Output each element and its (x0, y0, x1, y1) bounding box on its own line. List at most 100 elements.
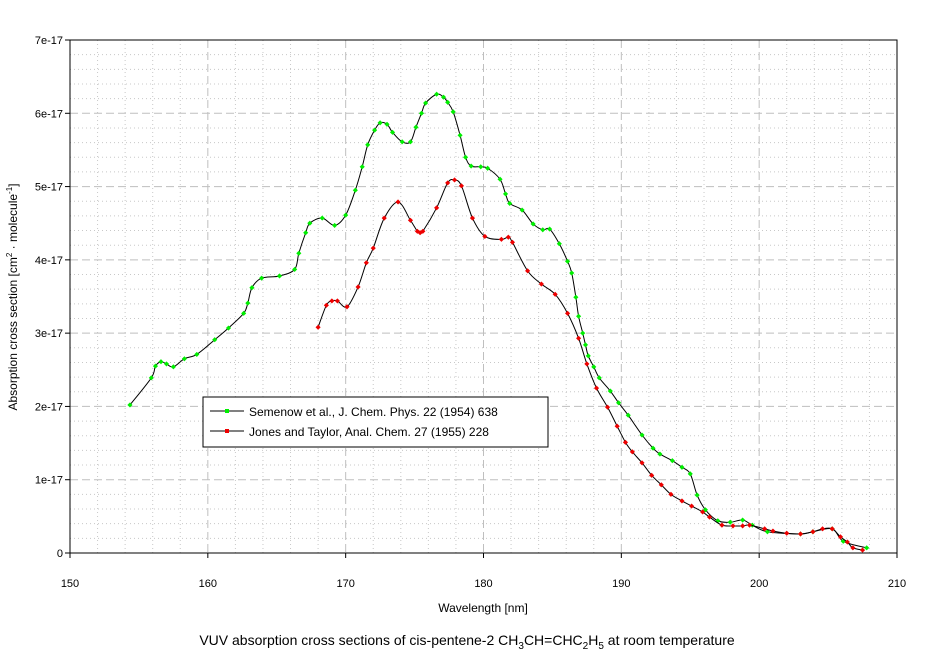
data-point (399, 139, 405, 145)
data-point (810, 529, 816, 535)
data-point (840, 538, 846, 544)
data-point (384, 121, 390, 127)
axis-ticks: 150 160 170 180 190 200 210 0 1e-17 2e-17 3e-17 4e-… (35, 35, 906, 590)
data-point (381, 215, 387, 221)
data-point (413, 124, 419, 130)
data-point (784, 530, 790, 536)
data-point (616, 400, 622, 406)
legend-marker-jones (225, 429, 229, 433)
data-point (770, 528, 776, 534)
data-point (538, 281, 544, 287)
x-axis-label: Wavelength [nm] (438, 601, 528, 615)
data-point (639, 460, 645, 466)
data-point (245, 300, 251, 306)
x-tick-label: 200 (750, 578, 768, 590)
data-point (307, 220, 313, 226)
data-point (457, 132, 463, 138)
data-point (148, 375, 154, 381)
data-point (679, 498, 685, 504)
data-point (303, 230, 309, 236)
data-point (582, 342, 589, 348)
legend-marker-semenow (225, 409, 229, 413)
x-tick-label: 210 (888, 578, 906, 590)
data-point (547, 226, 553, 232)
data-point (194, 351, 200, 357)
data-point (418, 110, 425, 116)
data-point (700, 509, 706, 515)
data-point (625, 412, 631, 418)
data-point (344, 304, 350, 310)
data-point (450, 109, 456, 115)
data-point (292, 266, 298, 272)
data-point (740, 517, 746, 523)
data-point (702, 507, 708, 513)
data-point (363, 260, 369, 266)
data-point (170, 364, 176, 370)
data-point (820, 526, 826, 532)
y-tick-label: 3e-17 (35, 328, 63, 340)
x-tick-label: 170 (336, 578, 354, 590)
data-point (497, 176, 503, 182)
data-point (679, 464, 685, 470)
data-point (334, 298, 340, 304)
data-point (565, 258, 571, 264)
data-point (573, 294, 579, 300)
data-point (607, 388, 613, 394)
data-point (423, 100, 429, 106)
data-point (259, 275, 265, 281)
data-point (593, 385, 600, 391)
data-point (407, 139, 414, 145)
data-point (762, 526, 768, 532)
chart-title: VUV absorption cross sections of cis-pen… (199, 632, 735, 652)
legend-label-semenow: Semenow et al., J. Chem. Phys. 22 (1954)… (249, 405, 498, 419)
data-point (158, 359, 164, 365)
data-point (507, 200, 513, 206)
data-point (687, 471, 693, 477)
data-point (622, 439, 629, 445)
data-point (604, 404, 611, 410)
data-point (569, 270, 575, 276)
y-tick-label: 0 (57, 548, 63, 560)
data-point (332, 222, 338, 228)
data-point (395, 199, 401, 205)
data-point (657, 451, 663, 457)
data-point (485, 165, 491, 171)
data-point (212, 337, 218, 343)
data-point (576, 335, 582, 341)
data-point (706, 514, 713, 520)
series-1 (315, 177, 866, 553)
x-tick-label: 160 (199, 578, 217, 590)
data-point (276, 273, 283, 279)
data-point (797, 531, 804, 537)
data-point (730, 523, 736, 529)
x-tick-label: 180 (474, 578, 492, 590)
data-point (669, 458, 675, 464)
data-point (650, 445, 656, 451)
y-tick-label: 5e-17 (35, 182, 63, 194)
data-point (864, 545, 870, 551)
data-point (505, 234, 511, 240)
data-point (596, 375, 602, 381)
data-point (241, 310, 247, 316)
data-point (719, 522, 725, 528)
data-point (584, 361, 590, 367)
data-point (372, 127, 378, 133)
y-tick-label: 1e-17 (35, 475, 63, 487)
data-point (509, 239, 516, 245)
data-point (576, 313, 582, 319)
data-point (458, 183, 465, 189)
data-point (498, 236, 504, 242)
data-point (440, 94, 447, 100)
data-point (469, 215, 476, 221)
data-point (519, 207, 525, 213)
data-point (463, 154, 469, 160)
data-point (829, 526, 835, 532)
data-point (837, 534, 844, 540)
data-point (377, 120, 383, 126)
data-point (127, 402, 133, 408)
data-point (502, 191, 509, 197)
data-point (844, 539, 850, 545)
data-point (355, 284, 361, 290)
data-point (565, 310, 571, 316)
data-point (323, 302, 329, 308)
